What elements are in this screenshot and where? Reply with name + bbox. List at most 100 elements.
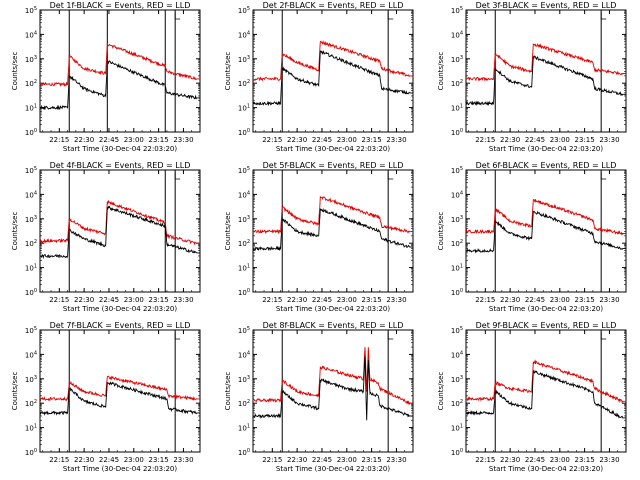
y-axis-label: Counts/sec (224, 372, 232, 411)
y-tick-label: 102 (25, 239, 37, 248)
series-line-red (253, 39, 413, 82)
x-tick-label: 23:15 (362, 136, 382, 144)
series-line-black (253, 207, 413, 252)
y-tick-label: 105 (451, 6, 463, 15)
y-axis-label: Counts/sec (11, 372, 19, 411)
y-tick-label: 100 (25, 288, 37, 297)
series-line-black (253, 50, 413, 107)
y-tick-label: 104 (451, 350, 463, 359)
y-tick-label: 105 (25, 166, 37, 175)
x-tick-label: 22:45 (312, 456, 332, 464)
y-axis-label: Counts/sec (437, 212, 445, 251)
series-line-red (253, 195, 413, 235)
panel-det-6: Det 6f-BLACK = Events, RED = LLD 100 101 10… (437, 161, 627, 313)
x-tick-label: 23:00 (550, 296, 570, 304)
panel-title: Det 2f-BLACK = Events, RED = LLD (263, 1, 404, 10)
panel-title: Det 1f-BLACK = Events, RED = LLD (50, 1, 191, 10)
panel-det-9: Det 9f-BLACK = Events, RED = LLD 100 101 10… (437, 321, 627, 473)
x-tick-label: 23:00 (124, 136, 144, 144)
plot-frame (465, 329, 627, 453)
x-tick-label: 23:15 (575, 136, 595, 144)
y-tick-label: 104 (238, 190, 250, 199)
y-tick-label: 101 (25, 264, 37, 273)
marker-flag (174, 332, 181, 340)
series-line-red (40, 375, 200, 402)
y-tick-label: 104 (238, 350, 250, 359)
y-tick-label: 105 (451, 166, 463, 175)
y-tick-label: 100 (238, 448, 250, 457)
y-tick-label: 105 (451, 326, 463, 335)
x-tick-label: 22:45 (525, 296, 545, 304)
y-tick-label: 101 (451, 424, 463, 433)
x-tick-label: 22:30 (74, 456, 94, 464)
x-tick-label: 23:30 (173, 456, 193, 464)
plot-frame (39, 9, 201, 133)
plot-frame (39, 169, 201, 293)
x-tick-label: 22:30 (500, 136, 520, 144)
x-tick-label: 22:30 (500, 456, 520, 464)
y-tick-label: 101 (25, 104, 37, 113)
panel-det-4: Det 4f-BLACK = Events, RED = LLD 100 101 10… (11, 161, 201, 313)
y-tick-label: 100 (451, 128, 463, 137)
y-tick-label: 100 (451, 288, 463, 297)
panel-title: Det 4f-BLACK = Events, RED = LLD (50, 161, 191, 170)
x-tick-label: 23:30 (599, 136, 619, 144)
x-tick-label: 23:15 (575, 296, 595, 304)
y-tick-label: 103 (451, 375, 463, 384)
x-tick-label: 22:45 (99, 136, 119, 144)
y-tick-label: 101 (238, 424, 250, 433)
y-tick-label: 100 (451, 448, 463, 457)
marker-flag (600, 12, 607, 20)
series-line-black (253, 356, 413, 421)
x-tick-label: 22:15 (262, 296, 282, 304)
y-tick-label: 104 (25, 350, 37, 359)
plot-area (40, 330, 200, 452)
plot-area (466, 10, 626, 132)
x-tick-label: 22:30 (74, 296, 94, 304)
y-tick-label: 101 (238, 104, 250, 113)
x-tick-label: 23:00 (550, 136, 570, 144)
plot-area (466, 330, 626, 452)
y-tick-label: 104 (25, 30, 37, 39)
y-tick-label: 104 (238, 30, 250, 39)
panel-det-7: Det 7f-BLACK = Events, RED = LLD 100 101 10… (11, 321, 201, 473)
y-tick-label: 104 (451, 190, 463, 199)
x-tick-label: 23:15 (149, 296, 169, 304)
x-tick-label: 23:30 (386, 296, 406, 304)
x-axis-label: Start Time (30-Dec-04 22:03:20) (276, 145, 390, 153)
panel-title: Det 8f-BLACK = Events, RED = LLD (263, 321, 404, 330)
y-tick-label: 102 (451, 79, 463, 88)
x-tick-label: 23:00 (337, 296, 357, 304)
x-axis-label: Start Time (30-Dec-04 22:03:20) (63, 305, 177, 313)
x-tick-label: 23:30 (386, 456, 406, 464)
marker-flag (174, 12, 181, 20)
panel-title: Det 5f-BLACK = Events, RED = LLD (263, 161, 404, 170)
y-tick-label: 100 (238, 288, 250, 297)
series-line-red (466, 359, 626, 404)
y-tick-label: 103 (25, 215, 37, 224)
x-tick-label: 23:00 (337, 136, 357, 144)
y-tick-label: 103 (238, 215, 250, 224)
x-tick-label: 23:30 (599, 296, 619, 304)
x-tick-label: 23:30 (173, 136, 193, 144)
x-tick-label: 23:00 (124, 296, 144, 304)
panel-det-2: Det 2f-BLACK = Events, RED = LLD 100 101 10… (224, 1, 414, 153)
plot-frame (252, 169, 414, 293)
y-tick-label: 105 (25, 6, 37, 15)
x-tick-label: 23:15 (149, 136, 169, 144)
y-tick-label: 105 (238, 166, 250, 175)
panel-title: Det 9f-BLACK = Events, RED = LLD (476, 321, 617, 330)
x-tick-label: 23:30 (386, 136, 406, 144)
panel-det-3: Det 3f-BLACK = Events, RED = LLD 100 101 10… (437, 1, 627, 153)
plot-frame (39, 329, 201, 453)
x-tick-label: 22:15 (262, 456, 282, 464)
plot-area (40, 170, 200, 292)
series-line-red (466, 198, 626, 236)
y-tick-label: 103 (451, 55, 463, 64)
x-tick-label: 22:30 (500, 296, 520, 304)
y-tick-label: 101 (451, 264, 463, 273)
x-tick-label: 22:45 (99, 456, 119, 464)
plot-frame (252, 329, 414, 453)
x-tick-label: 22:30 (287, 456, 307, 464)
